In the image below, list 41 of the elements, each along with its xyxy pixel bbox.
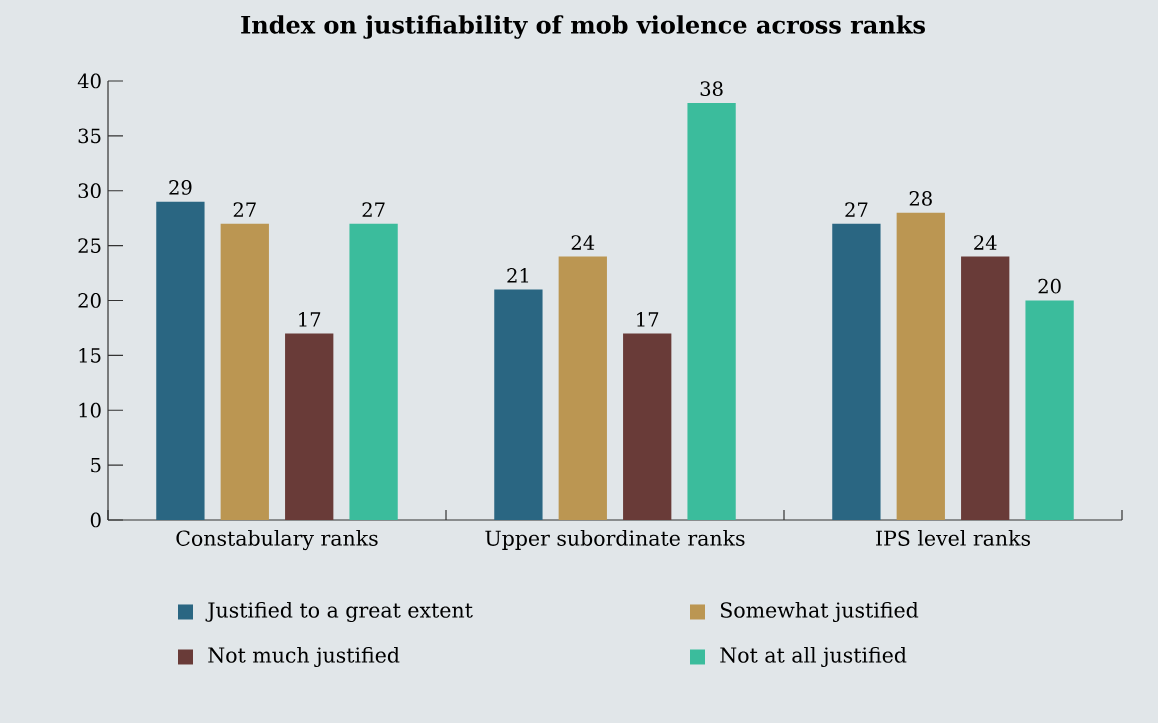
y-tick-label: 5 <box>91 457 101 473</box>
data-label: 20 <box>1038 278 1061 294</box>
bar <box>349 223 398 520</box>
bar <box>558 256 607 520</box>
bar <box>896 212 945 520</box>
legend-label: Not at all justified <box>720 646 907 668</box>
bar <box>961 256 1010 520</box>
data-label: 17 <box>637 312 659 327</box>
y-tick-label: 15 <box>79 347 101 363</box>
bar <box>220 223 269 520</box>
data-label: 27 <box>233 202 256 217</box>
x-tick-label: Upper subordinate ranks <box>485 530 745 550</box>
y-tick-label: 40 <box>77 73 101 89</box>
bar <box>1025 300 1074 520</box>
data-label: 21 <box>507 268 529 283</box>
bar <box>832 223 881 520</box>
data-label: 27 <box>362 202 385 217</box>
bar <box>494 289 543 520</box>
legend-label: Justified to a great extent <box>205 601 473 623</box>
bar <box>687 102 736 520</box>
y-tick-label: 30 <box>78 183 101 199</box>
data-label: 24 <box>571 235 595 250</box>
data-label: 24 <box>974 235 997 250</box>
legend-label: Not much justified <box>208 646 400 668</box>
data-label: 27 <box>845 202 868 217</box>
x-tick-label: IPS level ranks <box>876 530 1031 546</box>
data-label: 38 <box>700 81 723 96</box>
data-label: 29 <box>169 180 192 195</box>
y-tick-label: 0 <box>90 512 101 528</box>
y-tick-label: 35 <box>78 128 101 144</box>
x-tick-label: Constabulary ranks <box>176 530 378 551</box>
bar <box>156 201 205 520</box>
data-label: 28 <box>909 191 932 206</box>
y-tick-label: 25 <box>78 238 101 253</box>
data-label: 17 <box>299 312 321 327</box>
y-tick-label: 20 <box>78 293 101 308</box>
y-tick-label: 10 <box>79 402 101 418</box>
bar <box>623 333 672 520</box>
chart-title: Index on justifiability of mob violence across ranks <box>241 15 925 39</box>
legend-label: Somewhat justified <box>720 601 919 623</box>
bar <box>285 333 334 520</box>
